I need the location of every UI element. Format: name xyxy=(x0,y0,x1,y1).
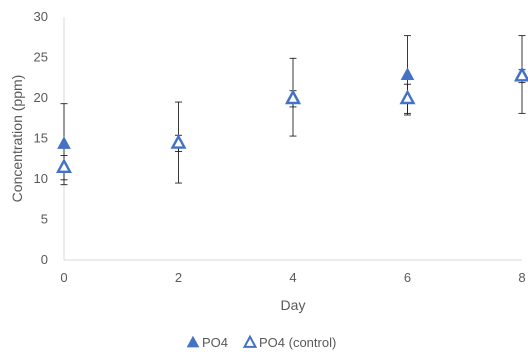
y-tick-label-0: 0 xyxy=(41,252,48,267)
x-tick-label-0: 0 xyxy=(60,270,67,285)
legend-filled-triangle-icon xyxy=(186,335,200,348)
y-tick-label-20: 20 xyxy=(34,90,48,105)
plot-area xyxy=(55,35,528,186)
y-axis: 0 5 10 15 20 25 30 xyxy=(34,9,65,267)
y-tick-label-15: 15 xyxy=(34,131,48,146)
legend-item-po4-control: PO4 (control) xyxy=(242,334,336,350)
y-tick-label-30: 30 xyxy=(34,9,48,24)
legend-item-po4: PO4 xyxy=(186,335,228,350)
point-po4-control-day-2 xyxy=(170,134,187,149)
error-bars-po4 xyxy=(60,35,526,186)
x-axis-title: Day xyxy=(281,297,306,313)
point-po4-day-6 xyxy=(400,67,415,81)
point-po4-control-day-8 xyxy=(513,66,528,82)
point-po4-control-day-0 xyxy=(55,158,73,174)
x-axis: 0 2 4 6 8 xyxy=(60,259,526,285)
x-tick-label-8: 8 xyxy=(518,270,525,285)
y-axis-title: Concentration (ppm) xyxy=(9,75,25,203)
legend-label-po4: PO4 xyxy=(202,335,228,350)
x-tick-label-2: 2 xyxy=(175,270,182,285)
series-po4-control xyxy=(55,66,528,174)
point-po4-day-0 xyxy=(57,136,71,149)
y-tick-label-10: 10 xyxy=(34,171,48,186)
legend: PO4 PO4 (control) xyxy=(186,334,336,350)
x-tick-label-4: 4 xyxy=(289,270,296,285)
point-po4-control-day-4 xyxy=(284,89,302,105)
y-tick-label-5: 5 xyxy=(41,212,48,227)
x-tick-label-6: 6 xyxy=(404,270,411,285)
legend-hollow-triangle-icon xyxy=(242,334,258,348)
legend-label-po4-control: PO4 (control) xyxy=(259,335,336,350)
y-tick-label-25: 25 xyxy=(34,50,48,65)
point-po4-control-day-6 xyxy=(399,89,416,105)
